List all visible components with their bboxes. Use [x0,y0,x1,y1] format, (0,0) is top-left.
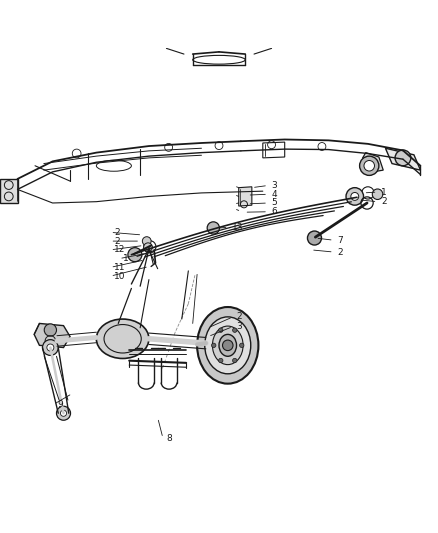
Text: 3: 3 [272,181,277,190]
Ellipse shape [57,406,71,420]
Text: 5: 5 [272,198,277,207]
Text: 2: 2 [237,312,242,321]
Ellipse shape [96,319,149,359]
Ellipse shape [233,358,237,362]
Ellipse shape [42,340,58,356]
Polygon shape [363,152,383,172]
Text: 8: 8 [166,434,172,443]
Text: 13: 13 [232,223,244,231]
Ellipse shape [212,343,216,348]
Text: 10: 10 [114,272,125,281]
Ellipse shape [351,192,359,200]
Ellipse shape [395,150,411,166]
Ellipse shape [205,317,251,374]
Text: 6: 6 [272,207,277,216]
Text: 2: 2 [381,197,387,206]
Ellipse shape [212,326,243,365]
Ellipse shape [219,358,223,362]
Text: 12: 12 [114,245,125,254]
Ellipse shape [346,188,364,205]
Polygon shape [0,179,18,203]
Ellipse shape [223,340,233,351]
Polygon shape [385,148,420,170]
Text: 7: 7 [337,236,343,245]
Text: 2: 2 [114,237,120,246]
Polygon shape [239,187,252,206]
Ellipse shape [207,222,219,234]
Ellipse shape [60,410,67,416]
Polygon shape [34,324,70,348]
Ellipse shape [142,237,151,246]
Ellipse shape [219,328,223,333]
Text: 2: 2 [114,228,120,237]
Text: 1: 1 [123,254,128,263]
Text: 4: 4 [272,190,277,199]
Ellipse shape [233,328,237,333]
Text: 3: 3 [237,322,242,331]
Ellipse shape [44,324,57,336]
Ellipse shape [364,160,374,171]
Text: 9: 9 [57,400,63,409]
Ellipse shape [197,307,258,384]
Ellipse shape [144,243,152,252]
Ellipse shape [47,344,54,351]
Ellipse shape [372,189,383,199]
Text: 11: 11 [114,263,125,272]
Text: 1: 1 [381,188,387,197]
Text: 2: 2 [337,247,343,256]
Ellipse shape [219,334,237,356]
Ellipse shape [128,248,142,262]
Ellipse shape [307,231,321,245]
Ellipse shape [360,156,379,175]
Ellipse shape [240,343,244,348]
